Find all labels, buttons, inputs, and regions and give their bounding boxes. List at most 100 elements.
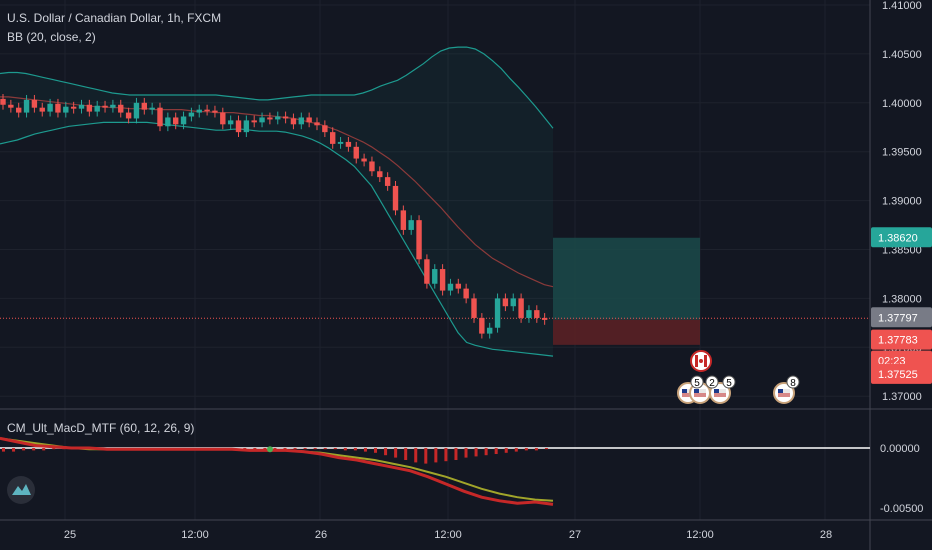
candle-body bbox=[165, 117, 171, 127]
candle-body bbox=[125, 112, 132, 119]
candle-body bbox=[259, 117, 265, 123]
price-tick-label: 1.39000 bbox=[882, 196, 922, 208]
position-zones[interactable] bbox=[0, 237, 870, 345]
macd-histogram-bar bbox=[363, 448, 367, 452]
macd-histogram-bar bbox=[42, 448, 46, 451]
candle-body bbox=[369, 161, 375, 172]
macd-histogram-bar bbox=[353, 448, 357, 451]
stop-loss-badge: 1.37525 bbox=[878, 369, 918, 381]
us-event-icon-stripes bbox=[778, 389, 790, 397]
candle-body bbox=[212, 110, 218, 113]
macd-histogram-bar bbox=[454, 448, 458, 460]
candle-body bbox=[251, 120, 257, 123]
candle-body bbox=[23, 99, 30, 113]
macd-histogram-bar bbox=[424, 448, 428, 464]
candle-body bbox=[102, 105, 108, 108]
time-tick-label: 28 bbox=[820, 529, 832, 541]
time-tick-label: 26 bbox=[315, 529, 327, 541]
event-count: 5 bbox=[726, 378, 732, 389]
candle-body bbox=[494, 298, 501, 328]
candle-body bbox=[86, 104, 93, 112]
entry-badge-bg bbox=[871, 329, 932, 350]
tradingview-logo[interactable] bbox=[7, 476, 35, 504]
candle-body bbox=[227, 120, 234, 125]
us-event-icon-stripes bbox=[714, 389, 726, 397]
take-profit-badge: 1.38620 bbox=[878, 232, 918, 244]
candle-body bbox=[432, 269, 438, 284]
candles bbox=[0, 93, 548, 339]
macd-cross-dot bbox=[267, 446, 273, 453]
macd-histogram-bar bbox=[374, 448, 378, 453]
time-tick-label: 12:00 bbox=[181, 529, 209, 541]
macd-histogram-bar bbox=[283, 448, 287, 450]
macd-histogram-bar bbox=[404, 448, 408, 460]
stop-loss-badge-bg bbox=[871, 363, 932, 384]
candle-body bbox=[463, 288, 469, 299]
macd-histogram-bar bbox=[52, 448, 56, 450]
candle-body bbox=[487, 327, 493, 334]
candle-body bbox=[275, 116, 281, 120]
price-tick-label: 1.38000 bbox=[882, 293, 922, 305]
macd-histogram-bar bbox=[524, 448, 528, 451]
macd-histogram-bar bbox=[494, 448, 498, 454]
event-count-bubble bbox=[786, 375, 800, 389]
price-tick-label: 1.40500 bbox=[882, 49, 922, 61]
macd-indicator-label[interactable]: CM_Ult_MacD_MTF (60, 12, 26, 9) bbox=[7, 421, 195, 435]
candle-body bbox=[408, 220, 414, 230]
bb-fill bbox=[0, 47, 553, 357]
candle-body bbox=[157, 107, 163, 127]
us-event-icon-canton bbox=[714, 389, 719, 393]
candle-body bbox=[518, 298, 524, 318]
candle-body bbox=[392, 185, 399, 211]
candle-body bbox=[0, 98, 6, 105]
macd-histogram-bar bbox=[474, 448, 478, 457]
candle-body bbox=[502, 298, 509, 307]
candle-body bbox=[118, 104, 124, 113]
entry-badge: 1.37783 bbox=[878, 335, 918, 347]
candle-body bbox=[141, 102, 147, 110]
macd-histogram-bar bbox=[303, 448, 307, 450]
candle-body bbox=[330, 132, 336, 144]
chart-title[interactable]: U.S. Dollar / Canadian Dollar, 1h, FXCM bbox=[7, 11, 222, 25]
candle-body bbox=[8, 104, 14, 108]
price-tick-label: 1.38500 bbox=[882, 245, 922, 257]
candle-body bbox=[196, 109, 202, 113]
candle-body bbox=[204, 109, 210, 112]
candle-body bbox=[337, 141, 344, 144]
candle-body bbox=[400, 210, 407, 230]
candle-body bbox=[541, 317, 548, 320]
candle-body bbox=[377, 171, 383, 178]
candle-body bbox=[39, 107, 45, 112]
macd-histogram-bar bbox=[2, 448, 5, 452]
us-event-icon-stripes bbox=[682, 389, 694, 397]
candle-body bbox=[282, 116, 289, 119]
bb-indicator-label[interactable]: BB (20, close, 2) bbox=[7, 30, 96, 44]
candle-body bbox=[361, 158, 367, 162]
candle-body bbox=[78, 104, 85, 109]
candle-body bbox=[471, 298, 477, 318]
us-event-icon-canton bbox=[694, 389, 699, 393]
event-count: 2 bbox=[709, 378, 715, 389]
time-tick-label: 12:00 bbox=[686, 529, 714, 541]
candle-body bbox=[16, 107, 22, 113]
macd-histogram-bar bbox=[544, 448, 548, 450]
us-event-icon-stripes bbox=[694, 389, 706, 397]
candle-body bbox=[55, 103, 61, 113]
candle-body bbox=[290, 118, 297, 125]
candle-body bbox=[149, 107, 155, 110]
time-tick-label: 25 bbox=[64, 529, 76, 541]
candle-body bbox=[70, 106, 77, 109]
candle-body bbox=[314, 122, 320, 126]
candle-body bbox=[63, 106, 69, 113]
event-count: 5 bbox=[694, 378, 700, 389]
us-event-icon-canton bbox=[682, 389, 687, 393]
logo-icon bbox=[12, 484, 31, 495]
price-tick-label: 1.37000 bbox=[882, 391, 922, 403]
bb-lower-band bbox=[0, 121, 554, 357]
last-price-badge-bg bbox=[871, 307, 932, 328]
macd-line bbox=[0, 436, 554, 506]
